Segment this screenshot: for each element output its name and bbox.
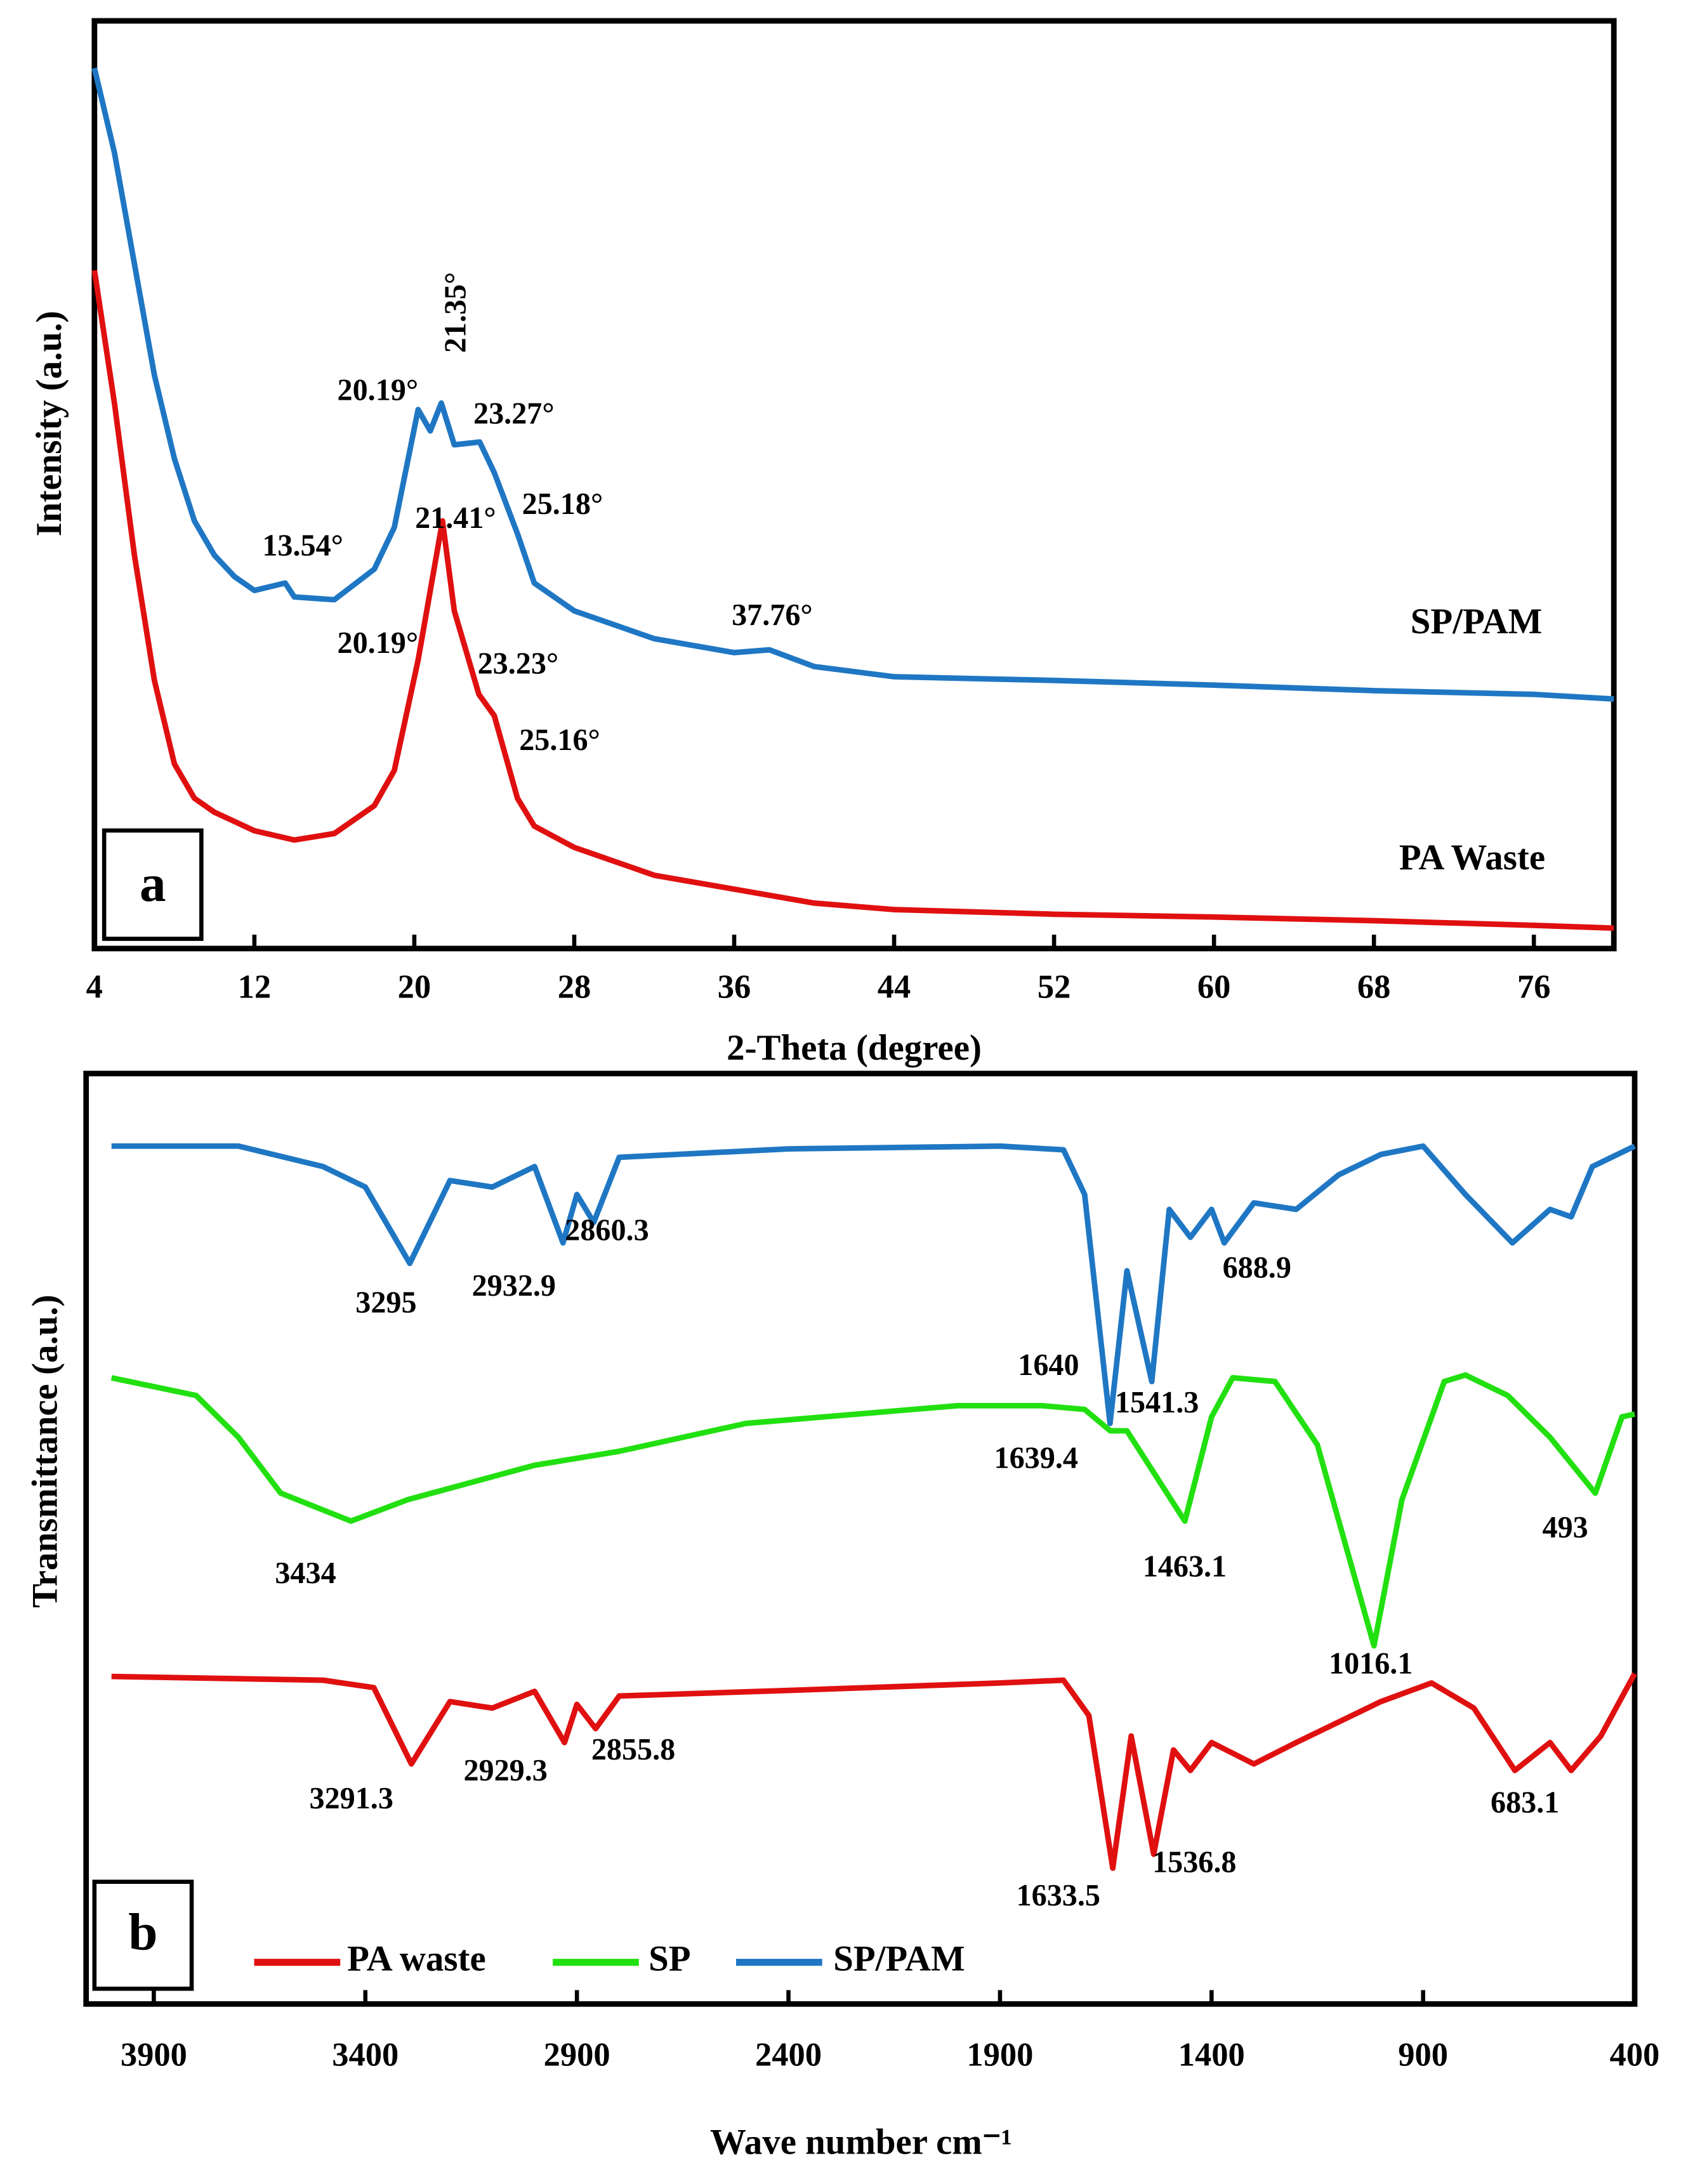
y-axis-title: Intensity (a.u.) [29,311,69,537]
peak-label: 3434 [275,1556,336,1590]
peak-label: 25.18° [522,487,603,521]
peak-label: 23.27° [473,397,555,431]
peak-label: 1633.5 [1017,1879,1100,1912]
peak-label: 2932.9 [472,1269,556,1303]
x-tick-label: 3400 [332,2037,399,2074]
peak-label: 21.41° [415,501,496,535]
y-axis-title: Transmittance (a.u.) [25,1294,65,1608]
peak-label: 1016.1 [1329,1647,1413,1681]
x-tick-label: 20 [398,969,431,1006]
peak-label: 1639.4 [994,1442,1078,1475]
peak-label: 1541.3 [1115,1386,1199,1419]
x-tick-label: 52 [1038,969,1071,1006]
x-tick-label: 400 [1610,2037,1660,2074]
peak-label: 1536.8 [1152,1845,1236,1879]
peak-label: 20.19° [338,373,419,407]
plot-frame [83,1070,1638,2007]
legend-label: PA waste [347,1939,486,1979]
peak-label: 23.23° [478,647,559,681]
peak-label: 2860.3 [565,1214,649,1247]
series-line [111,1672,1637,1871]
x-tick-label: 4 [86,969,103,1006]
x-tick-label: 2400 [755,2037,822,2074]
x-tick-label: 28 [558,969,591,1006]
x-tick-label: 68 [1357,969,1391,1006]
series-label: SP/PAM [1411,602,1543,641]
peak-label: 3295 [355,1286,416,1319]
plot-frame [91,18,1617,952]
x-tick-label: 76 [1517,969,1551,1006]
x-tick-label: 1900 [966,2037,1033,2074]
peak-label: 688.9 [1223,1251,1291,1285]
x-tick-label: 3900 [121,2037,187,2074]
peak-label: 493 [1543,1511,1588,1544]
panel-label: a [140,854,166,912]
x-axis-title: 2-Theta (degree) [727,1028,982,1068]
panel-label-box [102,828,204,941]
peak-label: 21.35° [438,272,472,353]
peak-label: 1640 [1018,1348,1079,1382]
x-axis-title: Wave number cm⁻¹ [710,2122,1012,2162]
series-label: PA Waste [1399,838,1545,878]
series-line [110,1372,1636,1649]
legend-label: SP [649,1939,690,1979]
peak-label: 25.16° [519,723,600,757]
series-line [91,67,1614,702]
x-tick-label: 36 [718,969,751,1006]
x-tick-label: 12 [238,969,272,1006]
panel-label-box [92,1879,194,1991]
peak-label: 37.76° [732,598,813,632]
legend-label: SP/PAM [833,1939,965,1979]
peak-label: 2929.3 [463,1754,547,1787]
peak-label: 13.54° [262,529,343,563]
x-tick-label: 900 [1398,2037,1448,2074]
peak-label: 683.1 [1491,1786,1559,1819]
x-tick-label: 44 [878,969,911,1006]
peak-label: 20.19° [338,626,419,660]
x-tick-label: 2900 [544,2037,610,2074]
x-tick-label: 60 [1197,969,1231,1006]
peak-label: 1463.1 [1143,1549,1227,1583]
peak-label: 3291.3 [310,1782,393,1815]
x-tick-label: 1400 [1178,2037,1245,2074]
series-line [111,1143,1636,1426]
panel-label: b [128,1902,157,1961]
series-line [91,270,1614,931]
peak-label: 2855.8 [591,1733,675,1766]
